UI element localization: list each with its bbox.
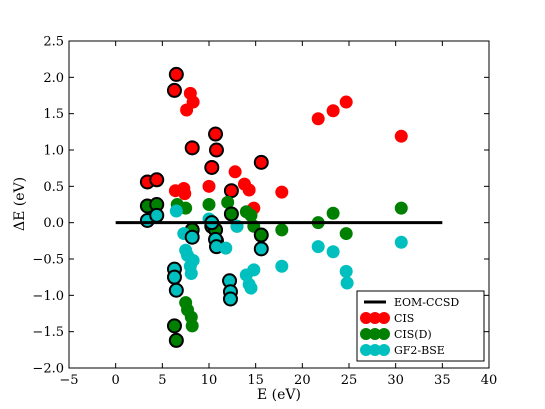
legend-label-cis-d: CIS(D) <box>394 328 432 341</box>
cis-d-point-16 <box>223 206 239 222</box>
gf2-bse-point-12 <box>184 229 200 245</box>
cis-point-21 <box>326 104 340 118</box>
cis-point-11 <box>208 126 224 142</box>
cis-point-4 <box>178 187 192 201</box>
cis-d-point-2 <box>166 318 182 334</box>
axis-ticks: −5 0 5 10 15 20 25 30 35 40 −2.0 −1.5 −1.0 −0.5 0.0 0.5… <box>32 35 497 389</box>
legend-swatch-cis-0 <box>360 312 372 324</box>
gf2-bse-point-29 <box>326 245 340 259</box>
y-tick-label-0: −2.0 <box>32 362 64 377</box>
legend-swatch-cis-1 <box>369 312 381 324</box>
gf2-bse-point-3 <box>166 269 182 285</box>
legend-swatch-cis-d-0 <box>360 328 372 340</box>
y-tick-label-2: −1.0 <box>32 289 64 304</box>
cis-d-point-25 <box>339 227 353 241</box>
cis-point-13 <box>223 183 239 199</box>
cis-point-22 <box>339 95 353 109</box>
gf2-bse-point-24 <box>244 281 258 295</box>
gf2-bse-point-32 <box>394 235 408 249</box>
legend-swatch-cis-d-2 <box>378 328 390 340</box>
legend-swatch-gf2-bse-2 <box>378 344 390 356</box>
cis-d-point-11 <box>202 198 216 211</box>
x-tick-label-7: 30 <box>387 373 404 388</box>
cis-point-14 <box>228 165 242 179</box>
y-tick-label-7: 1.5 <box>43 107 64 122</box>
cis-point-23 <box>394 129 408 143</box>
legend-swatch-cis-d-1 <box>369 328 381 340</box>
gf2-bse-point-25 <box>247 263 261 277</box>
y-tick-label-8: 2.0 <box>43 71 64 86</box>
cis-d-point-19 <box>244 208 258 222</box>
y-tick-label-4: 0.0 <box>43 216 64 231</box>
legend-label-eom-ccsd: EOM-CCSD <box>394 296 459 309</box>
legend-label-gf2-bse: GF2-BSE <box>394 344 445 357</box>
gf2-bse-point-31 <box>340 276 354 290</box>
gf2-bse-point-11 <box>186 253 200 267</box>
legend-swatch-gf2-bse-0 <box>360 344 372 356</box>
gf2-bse-point-20 <box>222 291 238 307</box>
y-tick-label-5: 0.5 <box>43 180 64 195</box>
x-tick-label-9: 40 <box>481 373 498 388</box>
cis-point-25 <box>149 172 165 188</box>
cis-point-18 <box>253 154 269 170</box>
gf2-bse-point-5 <box>169 204 183 218</box>
x-tick-label-2: 5 <box>158 373 166 388</box>
cis-point-20 <box>311 112 325 126</box>
cis-d-point-24 <box>326 206 340 220</box>
cis-d-point-21 <box>253 227 269 243</box>
y-tick-label-3: −0.5 <box>32 253 64 268</box>
gf2-bse-point-4 <box>168 282 184 298</box>
cis-point-7 <box>186 95 200 109</box>
gf2-bse-point-30 <box>339 264 353 278</box>
y-tick-label-6: 1.0 <box>43 144 64 159</box>
gf2-bse-point-26 <box>253 241 269 257</box>
cis-point-19 <box>275 185 289 199</box>
x-tick-label-1: 0 <box>112 373 120 388</box>
legend-swatch-cis-2 <box>378 312 390 324</box>
legend: EOM-CCSD CIS CIS(D) GF2-BSE <box>356 290 485 362</box>
x-tick-label-6: 25 <box>341 373 358 388</box>
gf2-bse-point-10 <box>184 267 198 281</box>
gf2-bse-point-17 <box>219 241 233 255</box>
gf2-bse-point-1 <box>149 207 165 223</box>
x-tick-label-4: 15 <box>247 373 264 388</box>
cis-d-point-22 <box>275 223 289 237</box>
cis-point-10 <box>204 159 220 175</box>
gf2-bse-point-28 <box>311 240 325 254</box>
gf2-bse-point-27 <box>275 259 289 273</box>
x-tick-label-0: −5 <box>59 373 78 388</box>
cis-d-point-15 <box>221 195 235 209</box>
cis-d-point-3 <box>168 332 184 348</box>
y-axis-label: ΔE (eV) <box>12 177 28 231</box>
legend-swatch-gf2-bse-1 <box>369 344 381 356</box>
x-tick-label-8: 35 <box>434 373 451 388</box>
cis-d-point-9 <box>185 319 199 333</box>
cis-point-9 <box>202 179 216 193</box>
cis-point-16 <box>242 183 256 197</box>
legend-label-cis: CIS <box>394 312 414 325</box>
cis-point-0 <box>166 82 182 98</box>
cis-point-8 <box>184 140 200 156</box>
cis-point-1 <box>168 66 184 82</box>
cis-point-12 <box>208 142 224 158</box>
x-axis-label: E (eV) <box>257 387 301 403</box>
x-tick-label-5: 20 <box>294 373 311 388</box>
y-tick-label-1: −1.5 <box>32 325 64 340</box>
cis-d-point-26 <box>394 201 408 215</box>
y-tick-label-9: 2.5 <box>43 35 64 50</box>
x-tick-label-3: 10 <box>201 373 218 388</box>
plot-frame <box>68 40 490 369</box>
